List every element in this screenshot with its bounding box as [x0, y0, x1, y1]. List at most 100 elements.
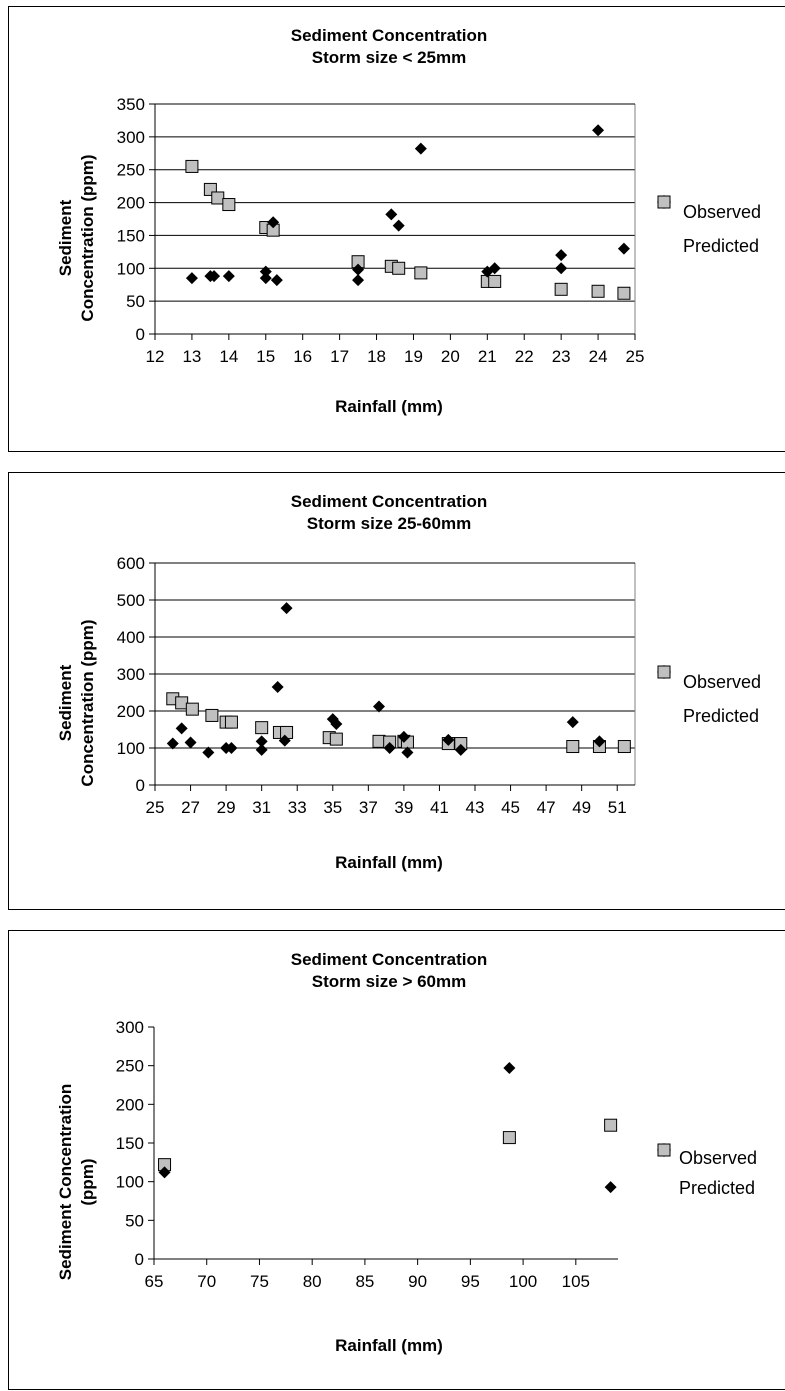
legend-label-observed: Observed — [679, 1147, 758, 1168]
predicted-point — [392, 261, 406, 275]
y-tick-label: 400 — [117, 628, 145, 647]
x-tick-label: 49 — [572, 798, 591, 817]
x-tick-label: 33 — [288, 798, 307, 817]
observed-point — [414, 142, 427, 155]
chart-title-line1: Sediment Concentration — [290, 492, 488, 511]
x-tick-label: 16 — [293, 347, 312, 366]
predicted-point — [255, 721, 269, 735]
x-tick-label: 23 — [552, 347, 571, 366]
observed-point — [442, 733, 455, 746]
y-axis-label-line1: Sediment Concentration — [56, 1083, 75, 1281]
x-tick-label: 45 — [501, 798, 520, 817]
observed-point — [454, 743, 467, 756]
observed-point — [397, 730, 410, 743]
y-tick-label: 0 — [135, 1250, 144, 1269]
chart-title-line1: Sediment Concentration — [290, 26, 488, 45]
x-axis-label: Rainfall (mm) — [335, 1336, 443, 1355]
x-tick-label: 85 — [355, 1272, 374, 1291]
x-tick-label: 15 — [256, 347, 275, 366]
predicted-point — [222, 198, 236, 212]
scatter-plot-large-storms: 0 50 100 150 200 250 300 65 70 75 80 85 90 95 100 105 — [116, 1018, 618, 1291]
observed-point — [259, 265, 272, 278]
observed-point — [175, 722, 188, 735]
legend-item-observed: Observed — [657, 1143, 757, 1173]
x-tick-label: 41 — [430, 798, 449, 817]
x-tick-label: 13 — [182, 347, 201, 366]
observed-point — [352, 274, 365, 287]
x-tick-label: 47 — [537, 798, 556, 817]
observed-point — [267, 216, 280, 229]
chart-title: Sediment Concentration Storm size < 25mm — [9, 25, 769, 69]
observed-point — [225, 742, 238, 754]
y-tick-label: 300 — [116, 1018, 144, 1037]
y-tick-label: 300 — [117, 128, 145, 147]
chart-title-line2: Storm size 25-60mm — [306, 514, 472, 533]
chart-panel-medium-storms: Sediment Concentration Storm size 25-60m… — [8, 472, 785, 910]
observed-point — [604, 1181, 617, 1194]
x-tick-label: 27 — [181, 798, 200, 817]
scatter-plot-small-storms: 0 50 100 150 200 250 300 350 12 13 14 15 16 17 18 19 20 2… — [117, 95, 645, 366]
predicted-point — [224, 715, 238, 729]
chart-title-line2: Storm size > 60mm — [311, 972, 467, 991]
x-tick-label: 65 — [145, 1272, 164, 1291]
predicted-point — [604, 1118, 618, 1132]
x-tick-label: 31 — [252, 798, 271, 817]
observed-point — [271, 680, 284, 693]
predicted-point — [566, 740, 580, 754]
y-tick-label: 200 — [117, 194, 145, 213]
chart-title: Sediment Concentration Storm size 25-60m… — [9, 491, 769, 535]
predicted-point — [488, 274, 502, 288]
y-tick-label: 500 — [117, 591, 145, 610]
x-axis-label: Rainfall (mm) — [335, 853, 443, 872]
observed-point — [555, 262, 568, 275]
observed-point — [280, 602, 293, 615]
y-tick-label: 0 — [136, 325, 145, 344]
observed-point — [385, 208, 398, 221]
observed-point — [255, 743, 268, 756]
observed-point — [383, 742, 396, 754]
x-tick-label: 35 — [323, 798, 342, 817]
observed-point — [488, 262, 501, 275]
legend: Observed Predicted — [657, 195, 761, 263]
y-tick-label: 100 — [117, 739, 145, 758]
observed-point — [259, 272, 272, 285]
y-tick-label: 50 — [125, 1211, 144, 1230]
x-tick-label: 19 — [404, 347, 423, 366]
legend-item-predicted: Predicted — [657, 665, 761, 733]
observed-point — [158, 1166, 171, 1179]
x-tick-label: 51 — [608, 798, 627, 817]
chart-title: Sediment Concentration Storm size > 60mm — [9, 949, 769, 993]
legend-item-predicted: Predicted — [657, 195, 761, 263]
legend-label-predicted: Predicted — [683, 705, 760, 726]
predicted-point — [185, 159, 199, 173]
y-tick-label: 200 — [117, 702, 145, 721]
x-tick-label: 39 — [394, 798, 413, 817]
observed-point — [352, 263, 365, 276]
legend: Observed Predicted — [657, 665, 761, 733]
legend: Observed Predicted — [657, 1143, 757, 1203]
x-tick-label: 100 — [509, 1272, 537, 1291]
y-tick-label: 200 — [116, 1095, 144, 1114]
observed-point — [373, 700, 385, 713]
x-tick-label: 90 — [408, 1272, 427, 1291]
y-tick-label: 50 — [126, 292, 145, 311]
y-tick-label: 100 — [117, 259, 145, 278]
x-tick-label: 22 — [515, 347, 534, 366]
observed-point — [392, 219, 405, 232]
predicted-point — [617, 286, 631, 300]
y-axis-label-line2: Concentration (ppm) — [78, 619, 97, 787]
x-tick-label: 12 — [146, 347, 165, 366]
x-tick-label: 80 — [303, 1272, 322, 1291]
chart-panel-large-storms: Sediment Concentration Storm size > 60mm… — [8, 930, 785, 1390]
legend-item-observed: Observed — [657, 195, 761, 229]
chart-title-line1: Sediment Concentration — [290, 950, 488, 969]
legend-item-observed: Observed — [657, 665, 761, 699]
observed-point — [270, 274, 283, 287]
observed-point — [592, 124, 605, 137]
x-tick-label: 37 — [359, 798, 378, 817]
y-tick-label: 150 — [116, 1134, 144, 1153]
x-tick-label: 14 — [219, 347, 238, 366]
observed-point — [184, 736, 197, 749]
predicted-point — [205, 708, 219, 722]
predicted-point — [591, 284, 605, 298]
